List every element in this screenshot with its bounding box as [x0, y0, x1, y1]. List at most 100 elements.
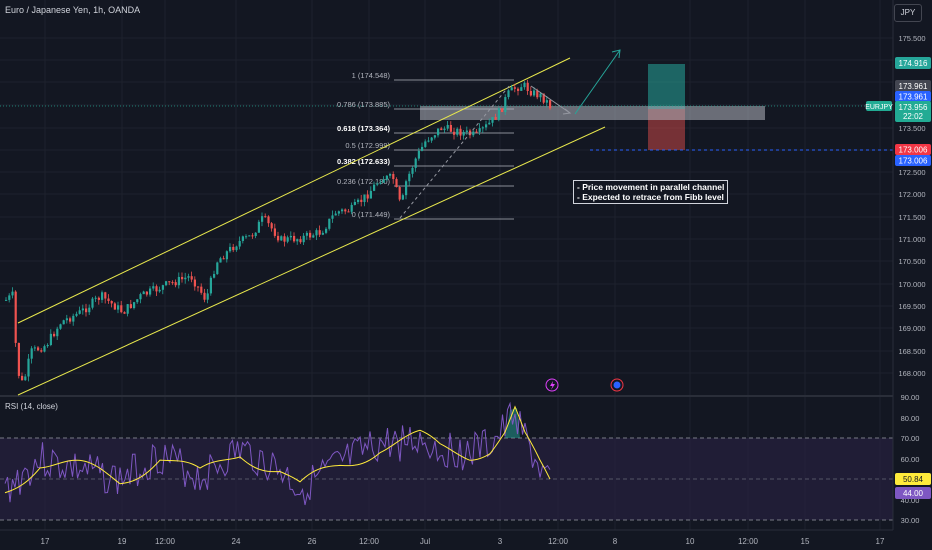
- candle-body: [517, 88, 520, 91]
- candle-body: [120, 305, 123, 313]
- candle-body: [251, 235, 254, 237]
- price-axis-label: 172.500: [898, 168, 925, 177]
- chart-note[interactable]: - Price movement in parallel channel - E…: [573, 180, 729, 204]
- candle-body: [408, 173, 411, 182]
- time-axis-label: 15: [801, 537, 810, 546]
- fib-trend-line: [399, 84, 511, 219]
- candle-body: [283, 236, 286, 242]
- candle-body: [149, 288, 152, 295]
- time-axis-label: 26: [308, 537, 317, 546]
- time-axis-label: 12:00: [738, 537, 759, 546]
- candle-body: [56, 328, 59, 337]
- candle-body: [318, 230, 321, 235]
- candle-body: [427, 140, 430, 142]
- target-price-tag: 174.916: [895, 57, 931, 69]
- symbol-tag: EURJPY: [865, 101, 893, 111]
- candle-body: [197, 286, 200, 288]
- candle-body: [229, 246, 232, 252]
- time-axis-label: 12:00: [548, 537, 569, 546]
- candle-body: [187, 276, 190, 278]
- candle-body: [203, 292, 206, 300]
- candle-body: [213, 274, 216, 278]
- candle-body: [17, 342, 20, 376]
- candle-body: [328, 218, 331, 229]
- economic-event-icon[interactable]: [610, 378, 624, 392]
- candle-body: [65, 318, 68, 321]
- candle-body: [46, 345, 49, 347]
- svg-text:173.961: 173.961: [899, 93, 928, 102]
- candle-body: [261, 216, 264, 222]
- currency-button[interactable]: JPY: [894, 4, 922, 22]
- candle-body: [123, 312, 126, 314]
- candle-body: [145, 291, 148, 295]
- fib-level-label: 0.236 (172.180): [337, 177, 390, 186]
- candle-body: [485, 124, 488, 128]
- lightning-event-icon[interactable]: [545, 378, 559, 392]
- candle-body: [225, 251, 228, 260]
- note-line-1: - Price movement in parallel channel: [577, 182, 725, 192]
- candle-body: [113, 303, 116, 310]
- candle-body: [321, 232, 324, 235]
- retrace-arrow-head: [562, 108, 572, 115]
- candle-body: [385, 175, 388, 180]
- candle-body: [523, 82, 526, 88]
- candle-body: [238, 240, 241, 247]
- price-axis-label: 169.000: [898, 324, 925, 333]
- candle-body: [289, 235, 292, 238]
- candle-body: [232, 246, 235, 251]
- candle-body: [107, 298, 110, 301]
- rsi-value-tag: 44.00: [895, 487, 931, 499]
- candle-body: [350, 204, 353, 212]
- candle-body: [152, 286, 155, 289]
- svg-text:174.916: 174.916: [899, 59, 928, 68]
- candle-body: [193, 279, 196, 287]
- time-axis-label: 17: [876, 537, 885, 546]
- candle-body: [43, 346, 46, 352]
- time-axis-label: 12:00: [359, 537, 380, 546]
- high-price-tag-blue: 173.961: [895, 91, 931, 102]
- candle-body: [190, 276, 193, 280]
- candle-body: [533, 90, 536, 96]
- rsi-axis-label: 40.00: [901, 496, 920, 505]
- candle-body: [222, 258, 225, 260]
- candle-body: [216, 262, 219, 275]
- candle-body: [491, 117, 494, 123]
- candle-body: [494, 117, 497, 120]
- candle-body: [510, 87, 513, 91]
- retrace-arrow: [530, 85, 571, 114]
- candle-body: [277, 235, 280, 241]
- candle-body: [440, 128, 443, 131]
- candle-body: [209, 277, 212, 294]
- target-zone: [648, 64, 685, 109]
- candle-body: [155, 286, 158, 292]
- rsi-axis-label: 90.00: [901, 393, 920, 402]
- price-axis-label: 169.500: [898, 302, 925, 311]
- rsi-axis-label: 60.00: [901, 455, 920, 464]
- candle-body: [75, 313, 78, 316]
- candle-body: [78, 310, 81, 314]
- price-axis-label: 170.500: [898, 257, 925, 266]
- rsi-title[interactable]: RSI (14, close): [5, 402, 58, 411]
- candle-body: [369, 190, 372, 199]
- symbol-title[interactable]: Euro / Japanese Yen, 1h, OANDA: [5, 5, 141, 15]
- candle-body: [81, 308, 84, 311]
- candle-body: [430, 137, 433, 141]
- time-axis-label: 19: [118, 537, 127, 546]
- candle-body: [382, 179, 385, 183]
- candle-body: [110, 300, 113, 304]
- time-axis-label: 17: [41, 537, 50, 546]
- time-axis-label: 8: [613, 537, 618, 546]
- time-axis-labels: 17 19 12:00 24 26 12:00 Jul 3 12:00 8 10 12:00 15 17: [41, 537, 885, 546]
- candle-body: [91, 298, 94, 308]
- candle-body: [299, 239, 302, 243]
- candle-body: [168, 281, 171, 283]
- candle-body: [504, 97, 507, 112]
- candle-body: [475, 131, 478, 133]
- candle-body: [539, 93, 542, 98]
- fib-level-label: 1 (174.548): [352, 71, 391, 80]
- candle-body: [459, 128, 462, 136]
- candle-body: [357, 199, 360, 202]
- candle-body: [414, 158, 417, 168]
- time-axis-label: Jul: [420, 537, 430, 546]
